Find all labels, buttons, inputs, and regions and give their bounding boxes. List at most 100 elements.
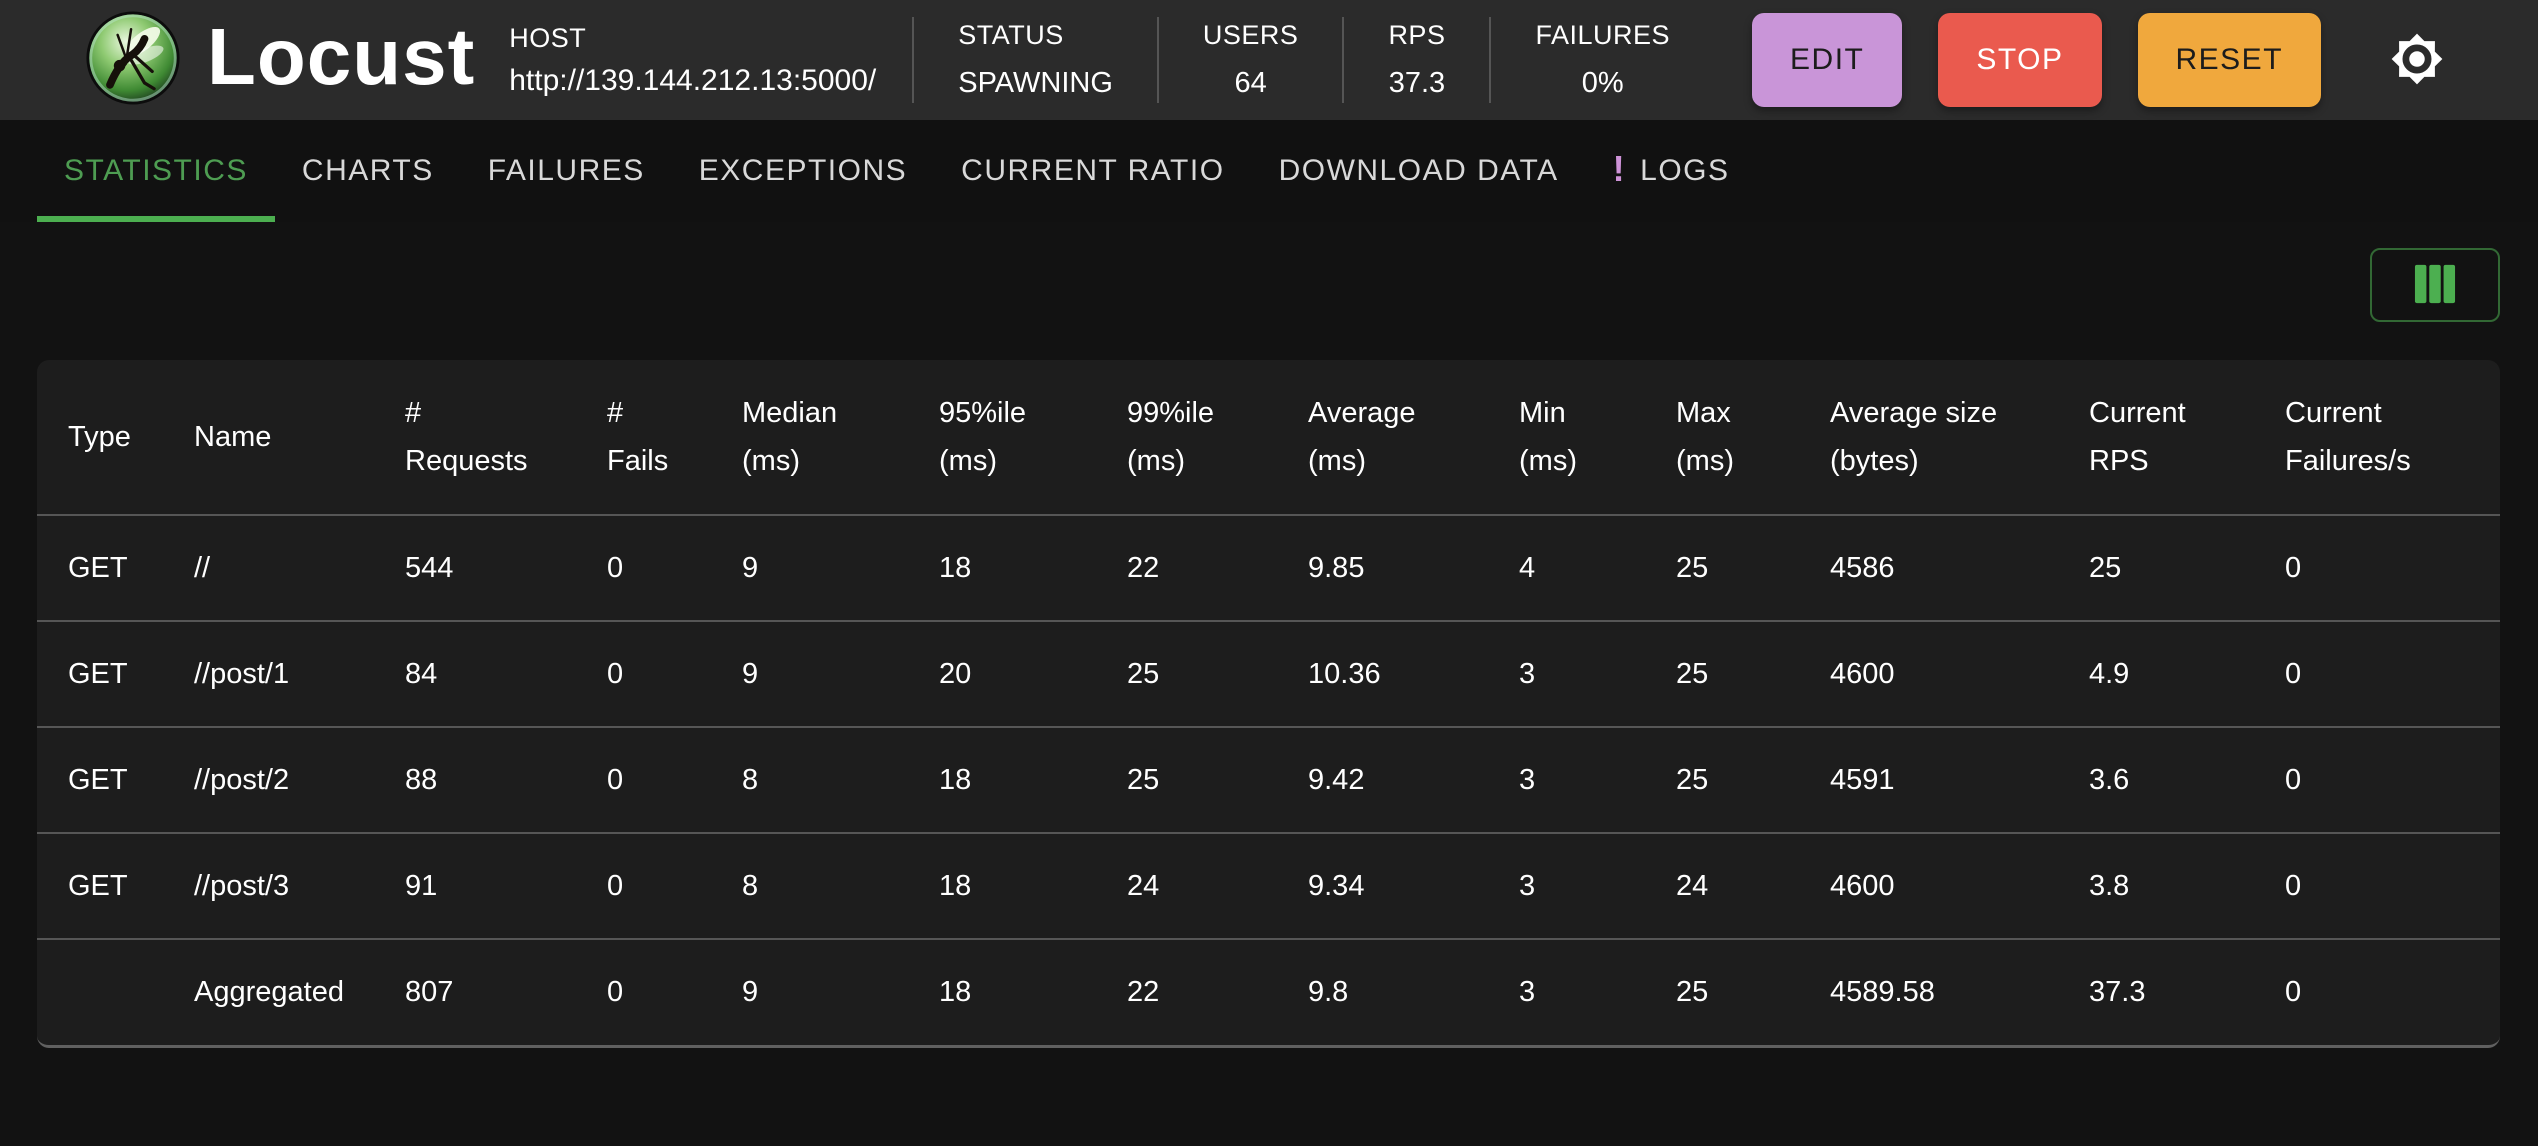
tab-download-data[interactable]: DOWNLOAD DATA (1278, 154, 1559, 187)
column-header[interactable]: Median (ms) (742, 397, 838, 477)
table-row-aggregated: Aggregated 807 0 9 18 22 9.8 3 25 4589.58 37.… (37, 938, 2500, 1045)
table-cell: 22 (1096, 514, 1277, 621)
table-cell: 25 (1096, 620, 1277, 727)
locust-logo (85, 10, 181, 111)
table-cell: 9.85 (1277, 514, 1488, 621)
tab-charts[interactable]: CHARTS (301, 154, 434, 187)
table-cell: 4 (1488, 514, 1645, 621)
table-cell: 10.36 (1277, 620, 1488, 727)
users-label: USERS (1202, 20, 1299, 50)
table-cell: // (163, 514, 374, 621)
column-header[interactable]: Current Failures/s (2285, 397, 2411, 477)
table-cell: 9 (711, 514, 908, 621)
tab-exceptions[interactable]: EXCEPTIONS (698, 154, 908, 187)
stop-button[interactable]: STOP (1938, 13, 2102, 107)
column-header[interactable]: 95%ile (ms) (939, 397, 1027, 477)
table-cell: 0 (576, 620, 711, 727)
gear-icon (2388, 30, 2446, 91)
rps-label: RPS (1388, 20, 1446, 50)
table-cell: 25 (1096, 726, 1277, 833)
table-cell: 20 (908, 620, 1096, 727)
table-cell: 0 (2254, 514, 2500, 621)
column-header[interactable]: Average (ms) (1308, 397, 1416, 477)
table-cell: 3.6 (2058, 726, 2254, 833)
column-header[interactable]: Name (194, 420, 272, 453)
rps-value: 37.3 (1388, 67, 1446, 99)
divider (1156, 17, 1159, 103)
table-cell: 25 (1645, 620, 1799, 727)
divider (1489, 17, 1492, 103)
table-cell: 9 (711, 938, 908, 1045)
table-cell: 37.3 (2058, 938, 2254, 1045)
table-cell: 3 (1488, 938, 1645, 1045)
tab-statistics[interactable]: STATISTICS (37, 120, 275, 222)
tab-current-ratio[interactable]: CURRENT RATIO (961, 154, 1225, 187)
table-cell: 544 (374, 514, 576, 621)
failures-label: FAILURES (1535, 20, 1671, 50)
columns-icon (2412, 263, 2458, 308)
table-header-row: Type Name # Requests # Fails Median (ms)… (37, 360, 2500, 515)
tab-failures[interactable]: FAILURES (487, 154, 645, 187)
column-header[interactable]: Min (ms) (1519, 397, 1577, 477)
table-row: GET//post/3 91 0 8 18 24 9.34 3 24 4600 3.8 0 (37, 832, 2500, 939)
table-cell: 3 (1488, 832, 1645, 939)
table-cell: 4589.58 (1799, 938, 2058, 1045)
table-cell: 18 (908, 514, 1096, 621)
table-cell: 0 (576, 514, 711, 621)
table-cell: 22 (1096, 938, 1277, 1045)
users-block: USERS 64 (1163, 20, 1339, 100)
table-cell: 4600 (1799, 832, 2058, 939)
settings-button[interactable] (2381, 24, 2453, 96)
table-cell (37, 938, 163, 1045)
table-cell: 24 (1645, 832, 1799, 939)
table-row: GET// 544 0 9 18 22 9.85 4 25 4586 25 0 (37, 514, 2500, 621)
column-header[interactable]: 99%ile (ms) (1127, 397, 1215, 477)
status-value: SPAWNING (958, 67, 1113, 99)
column-selector-button[interactable] (2370, 248, 2500, 322)
edit-button[interactable]: EDIT (1752, 13, 1903, 107)
table-cell: 24 (1096, 832, 1277, 939)
table-cell: 0 (2254, 620, 2500, 727)
column-header[interactable]: Average size (bytes) (1830, 397, 1998, 477)
users-value: 64 (1234, 67, 1267, 99)
table-cell: 18 (908, 938, 1096, 1045)
table-cell: //post/1 (163, 620, 374, 727)
header-actions: EDIT STOP RESET (1752, 13, 2322, 107)
host-label: HOST (509, 22, 587, 53)
table-cell: 4.9 (2058, 620, 2254, 727)
host-block: HOST http://139.144.212.13:5000/ (509, 23, 876, 98)
column-header[interactable]: # Fails (607, 397, 669, 477)
column-header[interactable]: Type (68, 420, 131, 453)
table-cell: 9.8 (1277, 938, 1488, 1045)
table-row: GET//post/1 84 0 9 20 25 10.36 3 25 4600 4.9 … (37, 620, 2500, 727)
table-cell: 0 (576, 726, 711, 833)
status-label: STATUS (958, 20, 1064, 50)
table-cell: 25 (1645, 514, 1799, 621)
table-cell: 9.42 (1277, 726, 1488, 833)
table-cell: 3.8 (2058, 832, 2254, 939)
table-cell: 25 (2058, 514, 2254, 621)
logs-alert-badge: ! (1612, 148, 1627, 189)
column-header[interactable]: # Requests (405, 397, 528, 477)
table-cell: 4586 (1799, 514, 2058, 621)
table-cell: 4591 (1799, 726, 2058, 833)
app-header: Locust HOST http://139.144.212.13:5000/ … (0, 0, 2538, 120)
rps-block: RPS 37.3 (1348, 20, 1485, 100)
table-cell: GET (37, 514, 163, 621)
table-toolbar (0, 248, 2500, 322)
table-cell: 91 (374, 832, 576, 939)
reset-button[interactable]: RESET (2137, 13, 2322, 107)
table-cell: 25 (1645, 938, 1799, 1045)
column-header[interactable]: Max (ms) (1676, 397, 1734, 477)
table-cell: 3 (1488, 726, 1645, 833)
brand[interactable]: Locust (85, 10, 475, 111)
table-cell: 0 (576, 938, 711, 1045)
table-row: GET//post/2 88 0 8 18 25 9.42 3 25 4591 3.6 0 (37, 726, 2500, 833)
table-cell: 0 (576, 832, 711, 939)
table-cell: GET (37, 620, 163, 727)
column-header[interactable]: Current RPS (2089, 397, 2186, 477)
table-cell: 18 (908, 832, 1096, 939)
tab-logs[interactable]: ! LOGS (1612, 148, 1730, 189)
table-cell: 18 (908, 726, 1096, 833)
table-cell: 0 (2254, 938, 2500, 1045)
